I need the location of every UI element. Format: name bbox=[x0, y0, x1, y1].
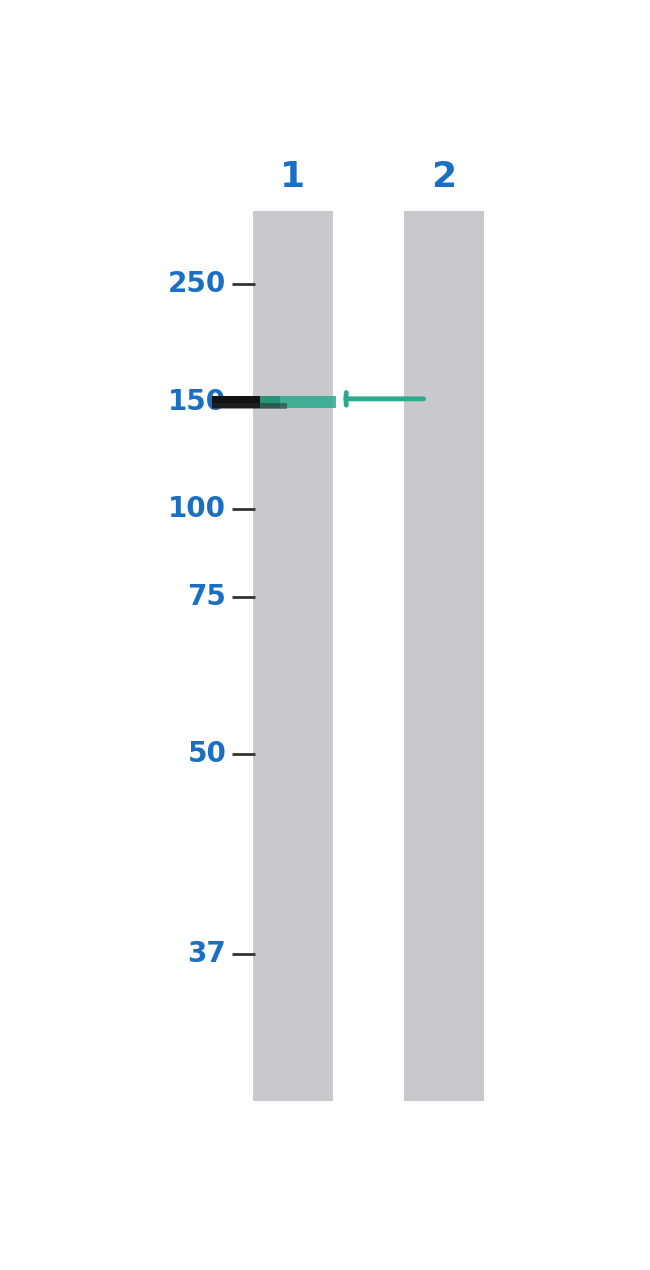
Text: 50: 50 bbox=[187, 740, 226, 768]
Bar bbox=[212, 396, 280, 408]
Bar bbox=[404, 211, 484, 1101]
Text: 250: 250 bbox=[168, 271, 226, 298]
Bar bbox=[252, 211, 333, 1101]
Bar bbox=[212, 403, 287, 409]
Text: 150: 150 bbox=[168, 387, 226, 415]
Text: 100: 100 bbox=[168, 495, 226, 523]
Text: 1: 1 bbox=[280, 160, 305, 194]
Bar bbox=[260, 396, 335, 408]
Text: 2: 2 bbox=[432, 160, 456, 194]
Text: 75: 75 bbox=[187, 583, 226, 611]
Text: 37: 37 bbox=[188, 940, 226, 968]
